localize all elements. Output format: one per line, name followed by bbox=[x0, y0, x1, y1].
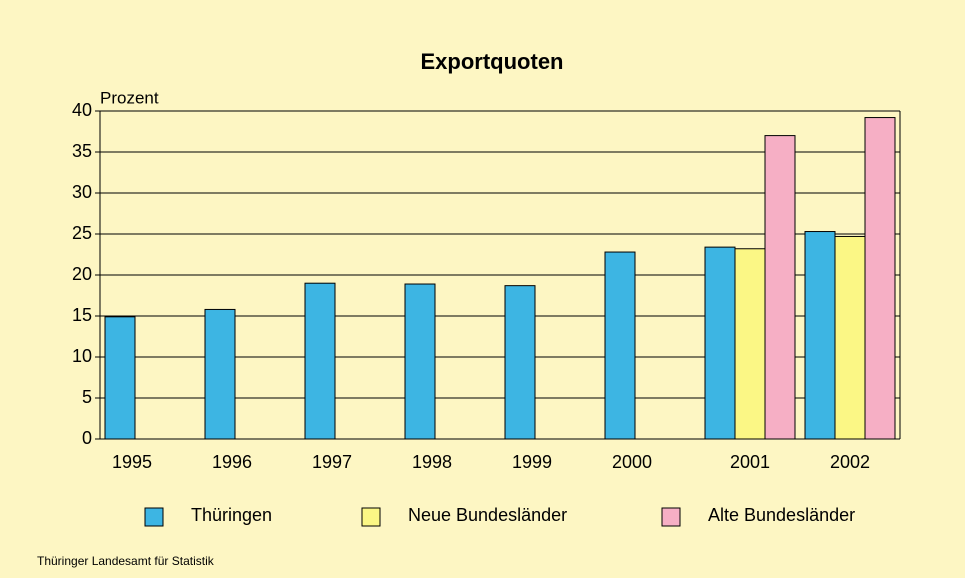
y-tick-label: 10 bbox=[72, 346, 92, 366]
y-axis-label: Prozent bbox=[100, 88, 159, 107]
bar bbox=[764, 135, 796, 440]
chart-title: Exportquoten bbox=[421, 49, 564, 74]
bar bbox=[604, 251, 636, 440]
x-tick-label: 1997 bbox=[312, 452, 352, 472]
bar bbox=[704, 246, 736, 440]
bar bbox=[864, 117, 896, 440]
bar bbox=[834, 235, 866, 440]
legend-label: Neue Bundesländer bbox=[408, 505, 567, 525]
source: Thüringer Landesamt für Statistik bbox=[37, 554, 215, 568]
y-tick-label: 5 bbox=[82, 387, 92, 407]
x-tick-label: 1995 bbox=[112, 452, 152, 472]
x-tick-label: 1998 bbox=[412, 452, 452, 472]
bar bbox=[734, 248, 766, 440]
bar bbox=[104, 316, 136, 440]
x-tick-label: 2001 bbox=[730, 452, 770, 472]
legend-swatch bbox=[361, 507, 381, 527]
bar bbox=[504, 285, 536, 440]
y-tick-label: 0 bbox=[82, 428, 92, 448]
x-tick-label: 2000 bbox=[612, 452, 652, 472]
y-tick-label: 25 bbox=[72, 223, 92, 243]
x-tick-label: 1996 bbox=[212, 452, 252, 472]
bar bbox=[804, 231, 836, 440]
y-tick-label: 20 bbox=[72, 264, 92, 284]
legend-swatch bbox=[144, 507, 164, 527]
bar bbox=[204, 308, 236, 440]
bar bbox=[404, 283, 436, 440]
legend-label: Alte Bundesländer bbox=[708, 505, 855, 525]
bar bbox=[304, 282, 336, 440]
legend-label: Thüringen bbox=[191, 505, 272, 525]
y-tick-label: 40 bbox=[72, 100, 92, 120]
x-tick-label: 2002 bbox=[830, 452, 870, 472]
legend-swatch bbox=[661, 507, 681, 527]
x-tick-label: 1999 bbox=[512, 452, 552, 472]
y-tick-label: 15 bbox=[72, 305, 92, 325]
y-tick-label: 35 bbox=[72, 141, 92, 161]
y-tick-label: 30 bbox=[72, 182, 92, 202]
